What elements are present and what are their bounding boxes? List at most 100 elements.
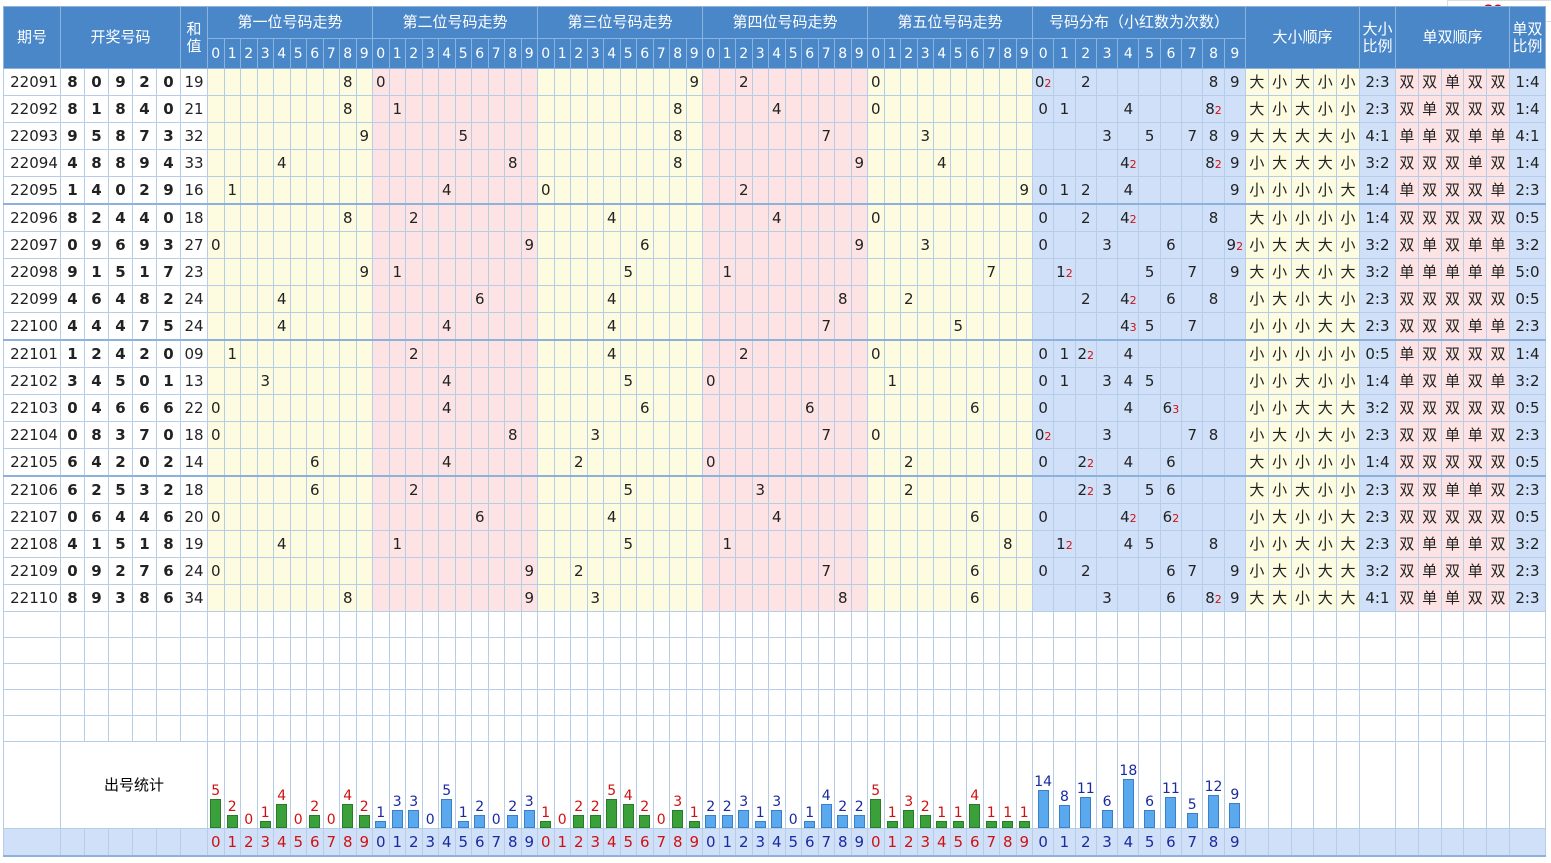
footer-digit: 0 — [207, 828, 225, 857]
dist-digit: 4 — [1120, 316, 1130, 335]
bar-value-label: 12 — [1204, 778, 1223, 795]
size-mark: 大 — [1336, 530, 1360, 558]
empty-cell — [520, 637, 538, 664]
empty-cell — [768, 611, 786, 638]
trend-cell — [355, 584, 373, 612]
issue-number: 22103 — [3, 394, 61, 422]
trend-cell — [553, 503, 571, 531]
size-mark: 小 — [1267, 339, 1292, 368]
stat-cell: 3 — [520, 741, 538, 829]
trend-cell — [487, 203, 505, 232]
trend-cell — [405, 122, 423, 150]
stat-bar — [820, 804, 832, 828]
winning-digit: 1 — [84, 95, 109, 123]
trend-cell — [801, 258, 819, 286]
size-mark: 大 — [1244, 68, 1269, 96]
trend-cell — [273, 231, 291, 259]
winning-digit: 0 — [132, 448, 157, 477]
trend-cell — [669, 231, 687, 259]
dist-digit: 4 — [1120, 507, 1130, 526]
trend-cell — [718, 149, 736, 177]
trend-cell — [999, 312, 1017, 341]
trend-cell — [289, 448, 307, 477]
trend-cell — [520, 95, 538, 123]
stat-bar-wrap: 1 — [1017, 743, 1032, 828]
trend-cell — [867, 122, 885, 150]
trend-cell — [223, 122, 241, 150]
trend-cell — [438, 149, 456, 177]
trend-cell — [289, 231, 307, 259]
trend-cell — [718, 503, 736, 531]
dist-cell: 3 — [1095, 231, 1119, 259]
dist-cell: 4 — [1117, 339, 1140, 368]
trend-cell — [306, 421, 324, 449]
trend-cell — [289, 203, 307, 232]
trend-cell — [586, 149, 604, 177]
sum-value: 21 — [180, 95, 208, 123]
trend-cell — [817, 367, 835, 395]
trend-cell — [850, 584, 868, 612]
trend-cell — [240, 503, 258, 531]
trend-cell — [999, 95, 1017, 123]
trend-cell — [306, 203, 324, 232]
dist-digit: 0 — [1038, 398, 1048, 417]
empty-cell — [1181, 611, 1204, 638]
trend-cell — [570, 149, 588, 177]
empty-cell — [132, 637, 157, 664]
dist-cell — [1074, 421, 1097, 449]
table-row: 22103 0 4 6 6 6 22 0 4 6 6 6 0 4 63 小小大大大 3:2 双双双双双 0:5 — [3, 394, 1546, 422]
trend-cell — [487, 312, 505, 341]
winning-digit: 4 — [60, 530, 85, 558]
footer-blank — [84, 828, 109, 857]
header-oe-ratio: 单双比例 — [1508, 6, 1546, 69]
table-row: 22110 8 9 3 8 6 34 8 9 3 8 6 3 6 82 9 大大小大大 4:1 双单单双双 2:3 — [3, 584, 1546, 612]
trend-cell — [603, 149, 621, 177]
empty-cell — [289, 715, 307, 742]
trend-cell — [867, 503, 885, 531]
size-ratio: 3:2 — [1358, 258, 1396, 286]
footer-digit: 6 — [1159, 828, 1183, 857]
winning-digit: 0 — [156, 95, 181, 123]
header-oe-order: 单双顺序 — [1394, 6, 1510, 69]
sum-value: 18 — [180, 203, 208, 232]
trend-cell — [289, 312, 307, 341]
footer-digit: 7 — [322, 828, 340, 857]
header-digit: 7 — [817, 38, 835, 69]
oe-mark: 双 — [1486, 95, 1510, 123]
trend-cell — [933, 503, 951, 531]
stat-cell: 2 — [586, 741, 604, 829]
trend-cell — [306, 285, 324, 313]
empty-cell — [537, 689, 555, 716]
empty-cell — [1336, 611, 1360, 638]
dist-digit: 0 — [1038, 371, 1048, 390]
trend-cell — [933, 203, 951, 232]
trend-cell — [289, 584, 307, 612]
empty-cell — [619, 715, 637, 742]
trend-cell — [916, 203, 934, 232]
trend-cell — [421, 149, 439, 177]
trend-cell — [636, 557, 654, 585]
bar-value-label: 3 — [524, 793, 534, 810]
trend-cell — [405, 231, 423, 259]
bar-value-label: 9 — [1230, 786, 1240, 803]
trend-cell — [751, 68, 769, 96]
stat-bar — [457, 820, 469, 828]
trend-cell — [553, 122, 571, 150]
empty-cell — [421, 689, 439, 716]
trend-cell — [322, 530, 340, 558]
dist-cell — [1223, 312, 1246, 341]
empty-cell — [636, 715, 654, 742]
header-digit: 7 — [652, 38, 670, 69]
trend-cell — [306, 68, 324, 96]
trend-cell — [652, 584, 670, 612]
oe-mark: 单 — [1463, 557, 1488, 585]
winning-digit: 6 — [132, 394, 157, 422]
dist-cell: 2 — [1074, 285, 1097, 313]
winning-digit: 1 — [156, 367, 181, 395]
trend-cell — [619, 149, 637, 177]
trend-cell — [999, 339, 1017, 368]
trend-cell — [454, 149, 472, 177]
trend-cell — [751, 95, 769, 123]
dist-digit: 5 — [1144, 262, 1155, 281]
trend-cell — [471, 312, 489, 341]
